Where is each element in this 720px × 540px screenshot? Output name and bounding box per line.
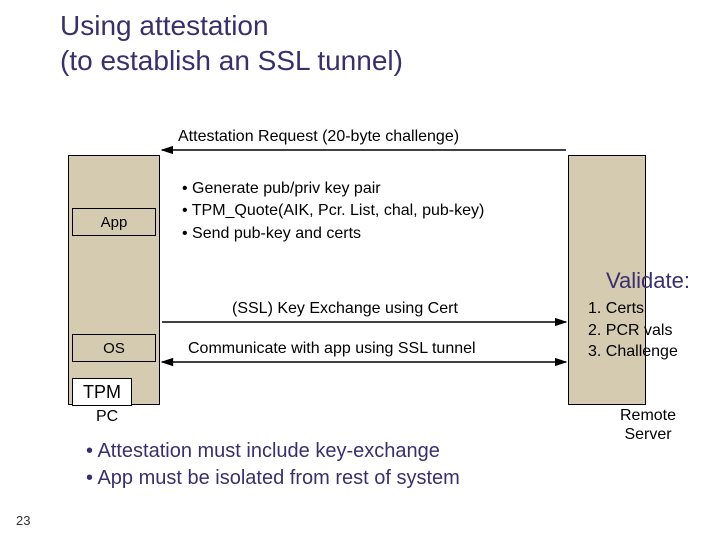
validate-list: 1. Certs 2. PCR vals 3. Challenge bbox=[588, 298, 678, 363]
os-box: OS bbox=[72, 334, 156, 362]
communicate-label: Communicate with app using SSL tunnel bbox=[188, 340, 476, 358]
server-label-l2: Server bbox=[624, 426, 671, 443]
attestation-request-label: Attestation Request (20-byte challenge) bbox=[178, 128, 459, 146]
server-label: Remote Server bbox=[620, 406, 676, 444]
closing-bullets: • Attestation must include key-exchange … bbox=[86, 438, 460, 492]
os-label: OS bbox=[103, 340, 125, 357]
slide-number: 23 bbox=[16, 513, 30, 528]
app-box: App bbox=[72, 208, 156, 236]
closing-2: • App must be isolated from rest of syst… bbox=[86, 465, 460, 492]
pc-label: PC bbox=[96, 408, 118, 426]
closing-1: • Attestation must include key-exchange bbox=[86, 438, 460, 465]
slide-title: Using attestation (to establish an SSL t… bbox=[60, 8, 403, 78]
server-label-l1: Remote bbox=[620, 407, 676, 424]
tpm-label: TPM bbox=[83, 382, 121, 403]
title-line-2: (to establish an SSL tunnel) bbox=[60, 45, 403, 76]
bullet-2: • TPM_Quote(AIK, Pcr. List, chal, pub-ke… bbox=[182, 200, 484, 222]
center-bullets: • Generate pub/priv key pair • TPM_Quote… bbox=[182, 178, 484, 245]
validate-item-3: 3. Challenge bbox=[588, 341, 678, 363]
pc-box bbox=[68, 155, 160, 405]
bullet-3: • Send pub-key and certs bbox=[182, 223, 484, 245]
tpm-box: TPM bbox=[72, 378, 132, 406]
validate-title: Validate: bbox=[606, 268, 690, 294]
app-label: App bbox=[101, 214, 128, 231]
ssl-exchange-label: (SSL) Key Exchange using Cert bbox=[232, 300, 458, 318]
bullet-1: • Generate pub/priv key pair bbox=[182, 178, 484, 200]
title-line-1: Using attestation bbox=[60, 10, 269, 41]
validate-item-1: 1. Certs bbox=[588, 298, 678, 320]
validate-item-2: 2. PCR vals bbox=[588, 320, 678, 342]
